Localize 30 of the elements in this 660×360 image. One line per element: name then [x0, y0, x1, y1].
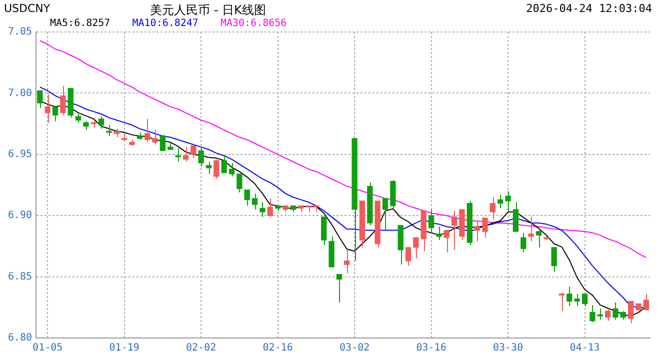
text: USDCNY [4, 2, 50, 15]
y-tick-label: 6.95 [8, 148, 32, 160]
x-tick-label: 01-05 [32, 342, 63, 354]
x-tick-label: 02-02 [186, 342, 216, 354]
text: 2026-04-24 12:03:04 [526, 2, 652, 15]
candlestick [260, 202, 266, 218]
text: MA10:6.8247 [132, 18, 198, 29]
candlestick [306, 205, 312, 212]
x-tick-label: 03-16 [416, 342, 446, 354]
text: MA5:6.8257 [50, 18, 110, 29]
x-tick-label: 01-19 [109, 342, 140, 354]
y-tick-label: 7.05 [8, 26, 32, 38]
x-tick-label: 03-02 [339, 342, 370, 354]
x-tick-label: 02-16 [262, 342, 293, 354]
y-tick-label: 7.00 [8, 88, 32, 99]
y-tick-label: 6.85 [8, 271, 32, 282]
text: MA30:6.8656 [220, 18, 287, 29]
y-tick-label: 6.90 [8, 210, 32, 222]
candlestick [214, 158, 220, 180]
candlestick [282, 205, 288, 212]
candlestick [236, 173, 242, 193]
candlestick [83, 120, 89, 130]
x-tick-label: 04-13 [570, 342, 600, 354]
candlestick [168, 142, 174, 150]
candlestick [482, 218, 488, 238]
x-tick-label: 03-30 [492, 342, 524, 354]
chart-title: 美元人民币 - 日K线图 [150, 2, 266, 18]
candlestick [136, 132, 143, 140]
y-tick-label: 6.80 [8, 332, 32, 344]
candlestick [152, 129, 158, 146]
